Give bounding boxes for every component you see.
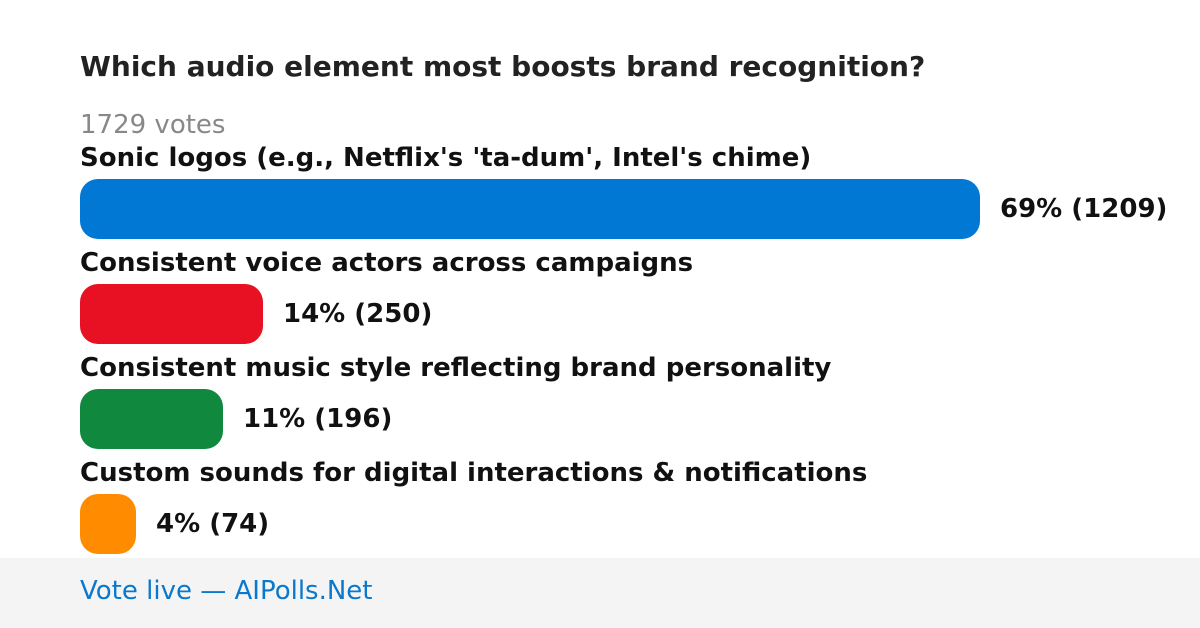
option-bar: [80, 284, 263, 344]
vote-count: 1729 votes: [80, 110, 226, 140]
option-value-label: 69% (1209): [1000, 194, 1168, 224]
footer: Vote live — AIPolls.Net: [0, 558, 1200, 628]
option-label: Sonic logos (e.g., Netflix's 'ta-dum', I…: [80, 143, 812, 173]
poll-option[interactable]: Custom sounds for digital interactions &…: [80, 458, 1190, 563]
option-bar: [80, 494, 136, 554]
option-bar: [80, 179, 980, 239]
option-bar: [80, 389, 223, 449]
option-label: Custom sounds for digital interactions &…: [80, 458, 868, 488]
option-value-label: 11% (196): [243, 404, 393, 434]
poll-title: Which audio element most boosts brand re…: [80, 50, 926, 83]
poll-option[interactable]: Consistent voice actors across campaigns…: [80, 248, 1190, 353]
poll-option[interactable]: Sonic logos (e.g., Netflix's 'ta-dum', I…: [80, 143, 1190, 248]
option-value-label: 14% (250): [283, 299, 433, 329]
poll-option[interactable]: Consistent music style reflecting brand …: [80, 353, 1190, 458]
option-value-label: 4% (74): [156, 509, 270, 539]
vote-live-link[interactable]: Vote live — AIPolls.Net: [80, 576, 373, 606]
option-label: Consistent music style reflecting brand …: [80, 353, 832, 383]
option-label: Consistent voice actors across campaigns: [80, 248, 694, 278]
